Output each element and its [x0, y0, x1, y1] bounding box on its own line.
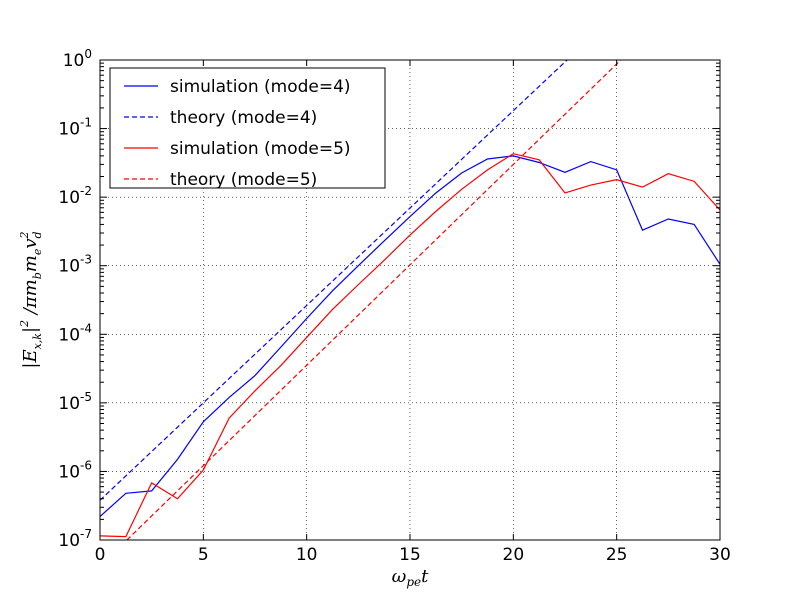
- x-tick-label: 30: [709, 545, 731, 565]
- y-tick-exponent: -6: [80, 458, 92, 472]
- tick-labels: 0 5 10 15 20 25 30 10-7 10-6 10-5 10-4 10-3 10-2 10-1…: [58, 47, 730, 565]
- legend-box: [109, 67, 386, 189]
- x-tick-label: 15: [399, 545, 421, 565]
- y-tick-label: 10-3: [58, 253, 92, 277]
- legend-label-2: simulation (mode=5): [170, 139, 351, 159]
- y-tick-exponent: -5: [80, 390, 92, 404]
- y-axis-label: |Ex,k|2 /πmbmev2d: [18, 231, 44, 368]
- y-tick-exponent: -1: [80, 116, 92, 130]
- x-tick-label: 20: [503, 545, 525, 565]
- y-tick-label: 10-2: [58, 184, 92, 208]
- y-tick-label: 10-6: [58, 458, 92, 482]
- legend-label-1: theory (mode=4): [170, 108, 317, 128]
- x-tick-label: 5: [198, 545, 209, 565]
- y-tick-label: 10-1: [58, 116, 92, 140]
- ticks: [99, 59, 721, 541]
- series-line-3: [126, 60, 622, 540]
- series-line-2: [100, 153, 720, 538]
- series-line-0: [100, 155, 720, 517]
- legend-label-3: theory (mode=5): [170, 170, 317, 190]
- series-layer: [100, 60, 720, 540]
- series-line-1: [100, 60, 568, 501]
- x-tick-label: 0: [95, 545, 106, 565]
- x-axis-label: ωpet: [392, 566, 429, 589]
- y-tick-label: 10-4: [58, 321, 92, 345]
- y-tick-exponent: -7: [80, 527, 92, 541]
- y-tick-exponent: 0: [84, 47, 92, 61]
- y-tick-exponent: -4: [80, 321, 92, 335]
- x-tick-label: 25: [606, 545, 628, 565]
- y-tick-label: 10-7: [58, 527, 92, 551]
- y-tick-exponent: -2: [80, 184, 92, 198]
- y-tick-label: 10-5: [58, 390, 92, 414]
- legend-label-0: simulation (mode=4): [170, 77, 351, 97]
- legend: simulation (mode=4) theory (mode=4) simula…: [109, 67, 386, 190]
- grid: [100, 60, 720, 540]
- y-tick-exponent: -3: [80, 253, 92, 267]
- x-tick-label: 10: [296, 545, 318, 565]
- y-tick-label: 100: [63, 47, 92, 71]
